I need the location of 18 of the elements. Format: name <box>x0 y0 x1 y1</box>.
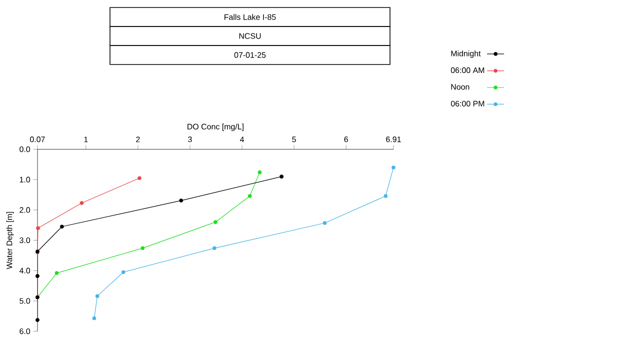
point <box>322 221 327 226</box>
point <box>54 271 59 276</box>
point <box>138 176 142 180</box>
point <box>121 270 126 274</box>
point <box>212 246 216 250</box>
point <box>179 198 184 203</box>
point <box>392 166 396 170</box>
point <box>280 174 284 179</box>
point <box>60 224 64 229</box>
point <box>258 170 262 174</box>
point <box>36 226 40 230</box>
point <box>384 194 388 198</box>
point <box>214 220 218 224</box>
point <box>80 201 84 205</box>
point <box>140 246 145 250</box>
point <box>95 294 100 298</box>
point <box>92 316 96 320</box>
point <box>248 194 252 198</box>
